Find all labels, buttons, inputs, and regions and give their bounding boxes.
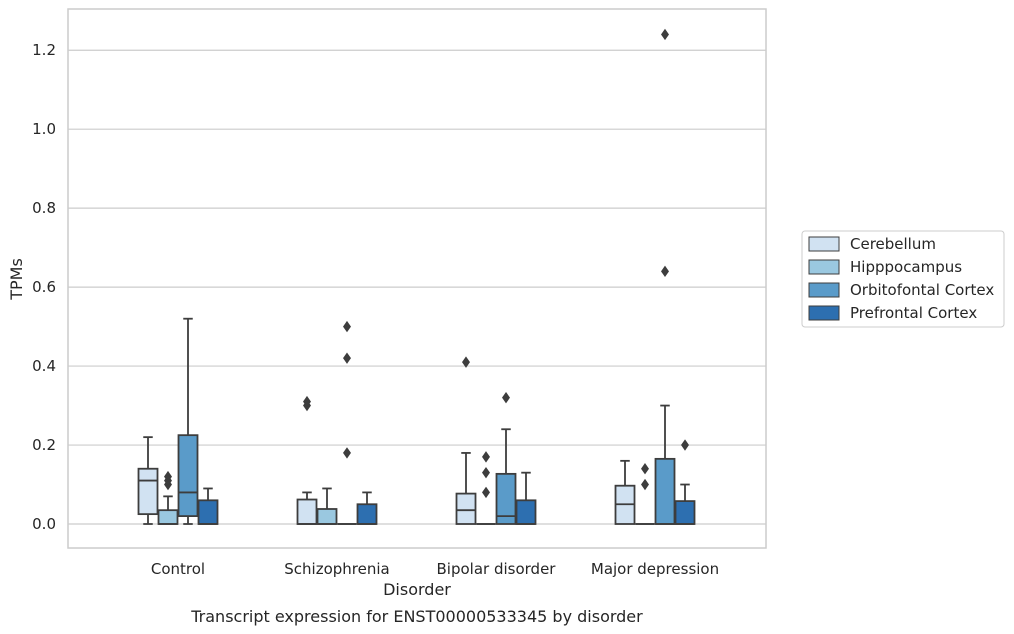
y-tick-label: 0.4 xyxy=(32,357,56,375)
box-body xyxy=(137,467,159,516)
box-body xyxy=(296,498,318,525)
outlier-point xyxy=(641,463,649,475)
grid-lines xyxy=(68,49,766,525)
box-orbitofontal-cortex xyxy=(495,391,517,525)
box-prefrontal-cortex xyxy=(197,487,219,525)
box-body xyxy=(157,509,179,525)
y-axis-label: TPMs xyxy=(7,258,26,301)
legend-label: Prefrontal Cortex xyxy=(850,304,977,322)
box-body xyxy=(177,434,199,518)
outlier-point xyxy=(502,391,510,404)
box-cerebellum xyxy=(455,356,477,525)
x-axis-ticks: Control Schizophrenia Bipolar disorder Majo… xyxy=(151,560,719,578)
box-body xyxy=(654,457,676,525)
box-orbitofontal-cortex xyxy=(337,320,357,525)
outlier-point xyxy=(462,356,470,368)
box-prefrontal-cortex xyxy=(515,471,537,525)
box-cerebellum xyxy=(137,436,159,525)
outlier-point xyxy=(641,478,649,491)
box-cerebellum xyxy=(614,459,636,525)
box-body xyxy=(455,492,477,525)
box-prefrontal-cortex xyxy=(356,491,378,525)
outlier-point xyxy=(303,395,311,408)
outlier-point xyxy=(482,451,490,463)
box-hipppocampus xyxy=(316,487,338,525)
box-body xyxy=(197,499,219,525)
x-tick-label: Bipolar disorder xyxy=(437,560,557,578)
x-tick-label: Schizophrenia xyxy=(284,560,389,578)
box-cerebellum xyxy=(296,395,318,525)
legend-label: Cerebellum xyxy=(850,235,936,253)
plot-area-frame xyxy=(67,8,767,549)
outlier-point xyxy=(661,265,669,278)
chart-caption: Transcript expression for ENST0000053334… xyxy=(190,607,643,626)
legend-frame xyxy=(801,230,1005,328)
y-tick-label: 0.6 xyxy=(32,278,56,296)
box-body xyxy=(316,508,338,525)
legend-swatch xyxy=(808,236,840,252)
box-orbitofontal-cortex xyxy=(654,28,676,525)
y-tick-label: 0.0 xyxy=(32,515,56,533)
boxes xyxy=(137,28,696,525)
y-tick-label: 1.2 xyxy=(32,41,56,59)
legend-swatch xyxy=(808,305,840,321)
legend-label: Orbitofontal Cortex xyxy=(850,281,994,299)
legend-swatch xyxy=(808,259,840,275)
x-tick-label: Major depression xyxy=(591,560,719,578)
outlier-point xyxy=(661,28,669,41)
legend-swatch xyxy=(808,282,840,298)
box-orbitofontal-cortex xyxy=(177,317,199,525)
y-tick-label: 0.8 xyxy=(32,199,56,217)
outlier-point xyxy=(164,470,172,483)
box-body xyxy=(356,503,378,525)
legend: Cerebellum Hipppocampus Orbitofontal Corte… xyxy=(801,230,1005,328)
legend-label: Hipppocampus xyxy=(850,258,962,276)
outlier-point xyxy=(681,439,689,451)
x-axis-label: Disorder xyxy=(383,580,451,599)
box-hipppocampus xyxy=(157,470,179,525)
outlier-point xyxy=(343,352,351,364)
x-tick-label: Control xyxy=(151,560,205,578)
box-body xyxy=(515,499,537,525)
box-hipppocampus xyxy=(635,463,655,525)
y-tick-label: 0.2 xyxy=(32,436,56,454)
y-tick-label: 1.0 xyxy=(32,120,56,138)
outlier-point xyxy=(343,320,351,333)
box-prefrontal-cortex xyxy=(674,439,696,525)
y-axis-ticks: 0.0 0.2 0.4 0.6 0.8 1.0 1.2 xyxy=(32,41,56,533)
box-body xyxy=(674,500,696,525)
box-body xyxy=(495,472,517,525)
outlier-point xyxy=(482,466,490,479)
outlier-point xyxy=(343,447,351,459)
outlier-point xyxy=(482,486,490,499)
box-hipppocampus xyxy=(476,451,496,525)
